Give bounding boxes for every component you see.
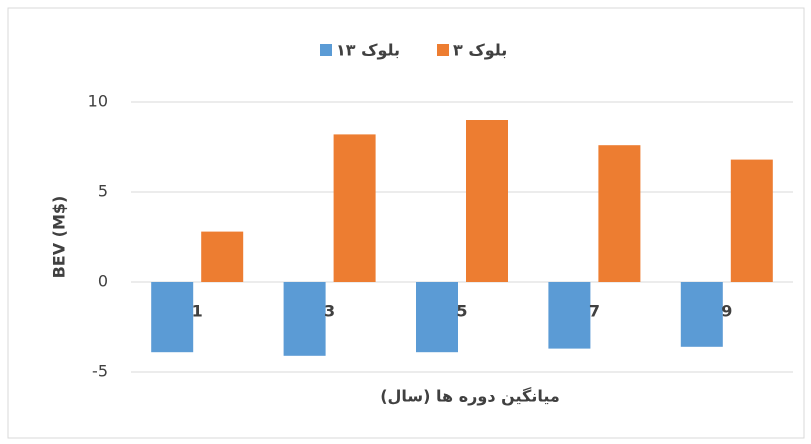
bar [680, 282, 723, 347]
y-tick-label: -5 [92, 362, 108, 381]
bar [548, 282, 591, 349]
y-tick-label: 0 [98, 272, 108, 291]
x-axis-title: میانگین دوره ها (سال) [380, 387, 560, 406]
x-tick-label: 1 [192, 302, 203, 321]
x-tick-label: 9 [721, 302, 732, 321]
bar [466, 120, 508, 282]
bar [201, 231, 244, 282]
y-tick-label: 10 [88, 92, 108, 111]
legend-label: بلوک ۱۳ [336, 41, 400, 60]
bar [730, 159, 773, 282]
bar [598, 145, 641, 282]
y-axis-title: BEV (M$) [50, 196, 69, 279]
legend-swatch [437, 44, 449, 56]
bar [151, 282, 194, 353]
bar [416, 282, 458, 353]
bar [283, 282, 326, 356]
chart-frame [7, 7, 805, 439]
legend-label: بلوک ۳ [453, 41, 507, 60]
y-tick-label: 5 [98, 182, 108, 201]
legend-swatch [320, 44, 332, 56]
x-tick-label: 3 [324, 302, 335, 321]
x-tick-label: 5 [456, 302, 467, 321]
x-tick-label: 7 [589, 302, 600, 321]
bar [333, 134, 376, 282]
